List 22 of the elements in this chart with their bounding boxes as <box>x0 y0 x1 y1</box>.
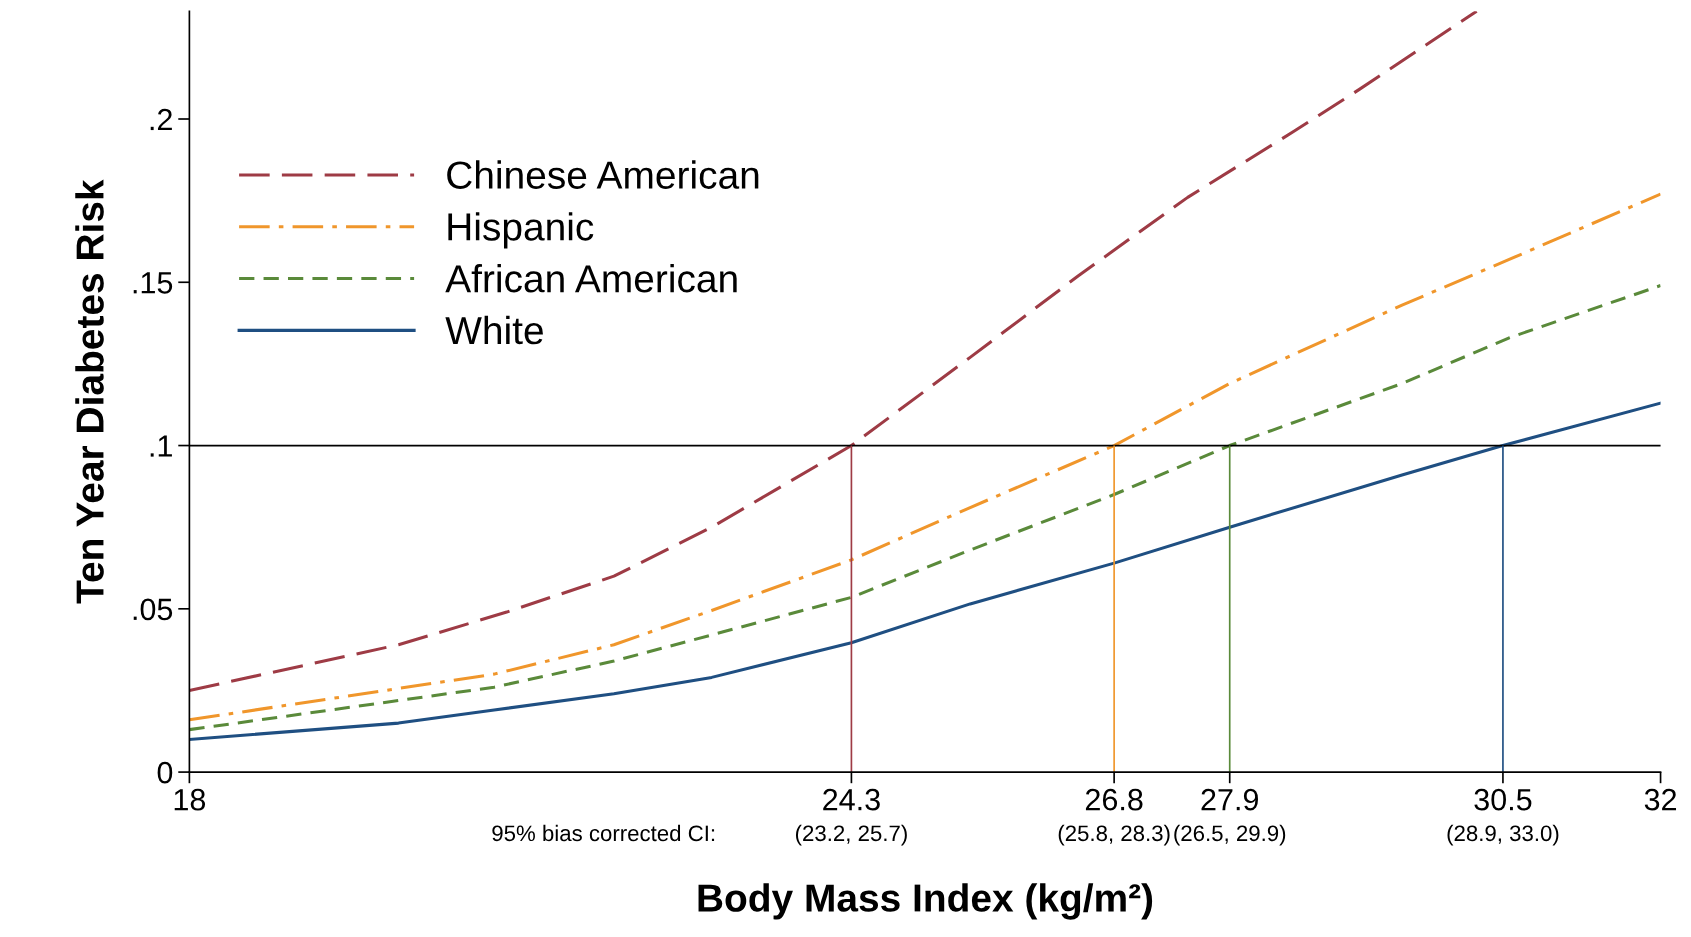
y-tick-label: 0 <box>157 761 173 784</box>
x-tick-label: 27.9 <box>1201 788 1259 811</box>
legend-label: Hispanic <box>448 212 594 249</box>
text: (23.2, 25.7) <box>795 824 907 846</box>
y-tick-label: .15 <box>133 272 173 294</box>
x-tick-label: 18 <box>174 788 206 811</box>
text: (25.8, 28.3) <box>1058 824 1170 846</box>
legend-label: African American <box>445 263 737 293</box>
text: 95% bias corrected CI: <box>492 824 715 842</box>
x-tick-label: 30.5 <box>1474 788 1532 811</box>
legend-label: White <box>445 315 543 345</box>
x-axis-title: Body Mass Index (kg/m²) <box>698 883 1153 920</box>
y-tick-label: .2 <box>150 108 172 131</box>
x-tick-label: 26.8 <box>1085 788 1143 811</box>
legend-label: Chinese American <box>447 160 759 189</box>
y-axis-title: Ten Year Diabetes Risk <box>75 179 104 604</box>
y-tick-label: .1 <box>150 435 172 457</box>
text: (28.9, 33.0) <box>1447 824 1559 846</box>
text: (26.5, 29.9) <box>1174 824 1286 846</box>
y-tick-label: .05 <box>133 598 173 621</box>
x-tick-label: 24.3 <box>823 788 880 811</box>
x-tick-label: 32 <box>1644 788 1677 811</box>
